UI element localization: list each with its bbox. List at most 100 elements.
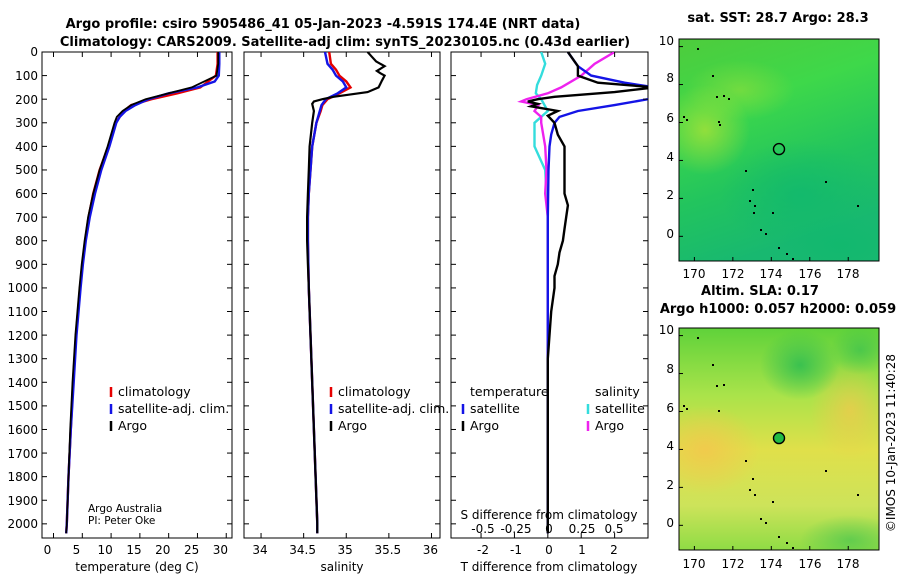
island-dot <box>686 119 688 121</box>
xtick-minus2: -2 <box>477 543 489 557</box>
island-dot <box>718 410 720 412</box>
sla-low-patch-south <box>800 515 879 550</box>
legend-temperature-heading: temperature <box>470 384 549 399</box>
island-dot <box>745 170 747 172</box>
credit-line1: Argo Australia <box>88 503 162 515</box>
ytick-1900: 1900 <box>7 494 38 508</box>
lat-tick-2: 2 <box>666 478 674 492</box>
sla-low-patch <box>760 330 840 400</box>
lat-tick-8: 8 <box>666 71 674 85</box>
island-dot <box>792 547 794 549</box>
ytick-200: 200 <box>15 93 38 107</box>
lat-tick-6: 6 <box>666 401 674 415</box>
xtick-2: 2 <box>610 543 618 557</box>
sla-map-title-line2: Argo h1000: 0.057 h2000: 0.059 <box>660 302 896 317</box>
legend-argo-label: Argo <box>338 418 367 433</box>
sla-high-patch-west <box>679 405 760 495</box>
legend-salinity-heading: salinity <box>595 384 640 399</box>
ytick-400: 400 <box>15 140 38 154</box>
island-dot <box>697 337 699 339</box>
island-dot <box>754 205 756 207</box>
sla-map-frame <box>678 327 880 551</box>
legend-argo-label: Argo <box>118 418 147 433</box>
island-dot <box>752 478 754 480</box>
lon-tick-178: 178 <box>837 267 860 281</box>
island-dot <box>786 542 788 544</box>
difference-legend: temperature satellite Argo salinity sate… <box>461 384 645 433</box>
xtick-35: 35 <box>338 543 353 557</box>
temperature-xlabel: temperature (deg C) <box>75 560 198 574</box>
island-dot <box>718 121 720 123</box>
difference-xlabel: T difference from climatology <box>460 560 638 574</box>
lon-tick-170: 170 <box>683 267 706 281</box>
island-dot <box>772 212 774 214</box>
sla-map-title-line1: Altim. SLA: 0.17 <box>701 284 819 299</box>
island-dot <box>825 470 827 472</box>
island-dot <box>716 385 718 387</box>
temperature-legend: climatology satellite-adj. clim. Argo <box>109 384 229 433</box>
lat-tick-0: 0 <box>666 516 674 530</box>
ytick-500: 500 <box>15 163 38 177</box>
sla-low-patch-east <box>830 328 879 375</box>
sst-map-yticks: 10 8 6 4 2 0 <box>659 34 674 241</box>
ytick-900: 900 <box>15 258 38 272</box>
salinity-panel: 34 34.5 35 35.5 36 salinity climatology … <box>243 51 449 574</box>
temperature-xticks: 0 5 10 15 20 25 30 <box>44 543 228 557</box>
ytick-1700: 1700 <box>7 447 38 461</box>
difference-panel: -2 -1 0 1 2 T difference from climatolog… <box>450 51 649 574</box>
xtick-10: 10 <box>98 543 113 557</box>
legend-temp-argo-label: Argo <box>470 418 499 433</box>
ytick-600: 600 <box>15 187 38 201</box>
ytick-1800: 1800 <box>7 470 38 484</box>
xtick-5: 5 <box>73 543 81 557</box>
xtick-1: 1 <box>578 543 586 557</box>
xtick-34-5: 34.5 <box>289 543 316 557</box>
island-dot <box>760 518 762 520</box>
island-dot <box>683 116 685 118</box>
island-dot <box>857 205 859 207</box>
lat-tick-2: 2 <box>666 188 674 202</box>
diff-temperature-argo-line <box>526 52 648 534</box>
island-dots <box>683 48 859 260</box>
lon-tick-176: 176 <box>799 267 822 281</box>
map-3-tick-marks <box>679 46 849 261</box>
xtick-25: 25 <box>184 543 199 557</box>
sst-cool-patch-south <box>780 215 879 261</box>
sla-argo-marker <box>772 431 786 445</box>
island-dot <box>749 489 751 491</box>
temperature-satellite-adj-line <box>65 52 221 534</box>
salinity-axes-box <box>243 51 441 539</box>
lon-tick-174: 174 <box>760 557 783 571</box>
ytick-1000: 1000 <box>7 281 38 295</box>
lon-tick-172: 172 <box>722 267 745 281</box>
lon-tick-174: 174 <box>760 267 783 281</box>
ytick-0: 0 <box>30 45 38 59</box>
xtick-35-5: 35.5 <box>374 543 401 557</box>
xtick-minus1: -1 <box>510 543 522 557</box>
island-dot <box>753 212 755 214</box>
island-dot <box>728 98 730 100</box>
stick-0: 0 <box>545 522 553 536</box>
island-dot <box>749 200 751 202</box>
xtick-0: 0 <box>44 543 52 557</box>
ytick-100: 100 <box>15 69 38 83</box>
figure-title-line1: Argo profile: csiro 5905486_41 05-Jan-20… <box>66 17 581 32</box>
legend-satellite-label: satellite-adj. clim. <box>118 401 229 416</box>
salinity-argo-line <box>306 52 387 534</box>
ytick-800: 800 <box>15 234 38 248</box>
legend-satellite-label: satellite-adj. clim. <box>338 401 449 416</box>
figure-title-line2: Climatology: CARS2009. Satellite-adj cli… <box>60 35 630 50</box>
legend-climatology-label: climatology <box>118 384 191 399</box>
credit-line2: PI: Peter Oke <box>88 515 155 527</box>
xtick-0: 0 <box>545 543 553 557</box>
legend-sal-satellite-label: satellite <box>595 401 645 416</box>
island-dot <box>686 408 688 410</box>
island-dot <box>857 494 859 496</box>
island-dot <box>697 48 699 50</box>
island-dots <box>683 337 859 549</box>
ytick-700: 700 <box>15 211 38 225</box>
difference-xticks: -2 -1 0 1 2 <box>477 543 618 557</box>
sst-map-panel: sat. SST: 28.7 Argo: 28.3 <box>659 11 880 281</box>
imos-watermark: ©IMOS 10-Jan-2023 11:40:28 <box>884 354 898 532</box>
